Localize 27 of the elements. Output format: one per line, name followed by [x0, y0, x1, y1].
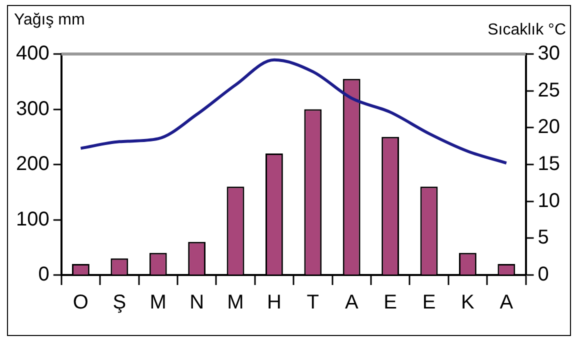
y2-tick-label: 0	[538, 264, 549, 286]
y-tick-label: 300	[16, 98, 50, 120]
y-tick-label: 400	[16, 42, 50, 65]
y-tick-label: 0	[38, 264, 50, 286]
x-tick-label: K	[461, 292, 476, 314]
y2-tick-label: 15	[538, 153, 560, 176]
y2-tick-label: 5	[538, 226, 549, 249]
y-tick-label: 200	[16, 153, 50, 176]
y2-tick-label: 25	[538, 79, 560, 102]
y2-tick-label: 30	[538, 42, 560, 65]
x-tick-label: H	[266, 292, 282, 314]
y-tick-label: 100	[16, 208, 50, 230]
x-tick-label: Ş	[112, 292, 126, 314]
x-tick-label: M	[150, 292, 166, 314]
y-axis-title: Yağış mm	[14, 11, 85, 28]
x-tick-label: M	[227, 292, 244, 314]
y2-axis-title: Sıcaklık °C	[488, 21, 566, 38]
x-tick-label: A	[344, 292, 359, 314]
line-series	[79, 58, 508, 165]
x-tick-label: N	[190, 292, 204, 314]
x-tick-label: E	[422, 292, 436, 314]
x-tick-label: T	[306, 292, 320, 314]
x-tick-label: E	[384, 292, 397, 314]
x-tick-label: O	[72, 292, 88, 314]
y2-tick-label: 20	[538, 116, 560, 138]
y2-tick-label: 10	[538, 190, 560, 212]
x-tick-label: A	[500, 292, 514, 314]
